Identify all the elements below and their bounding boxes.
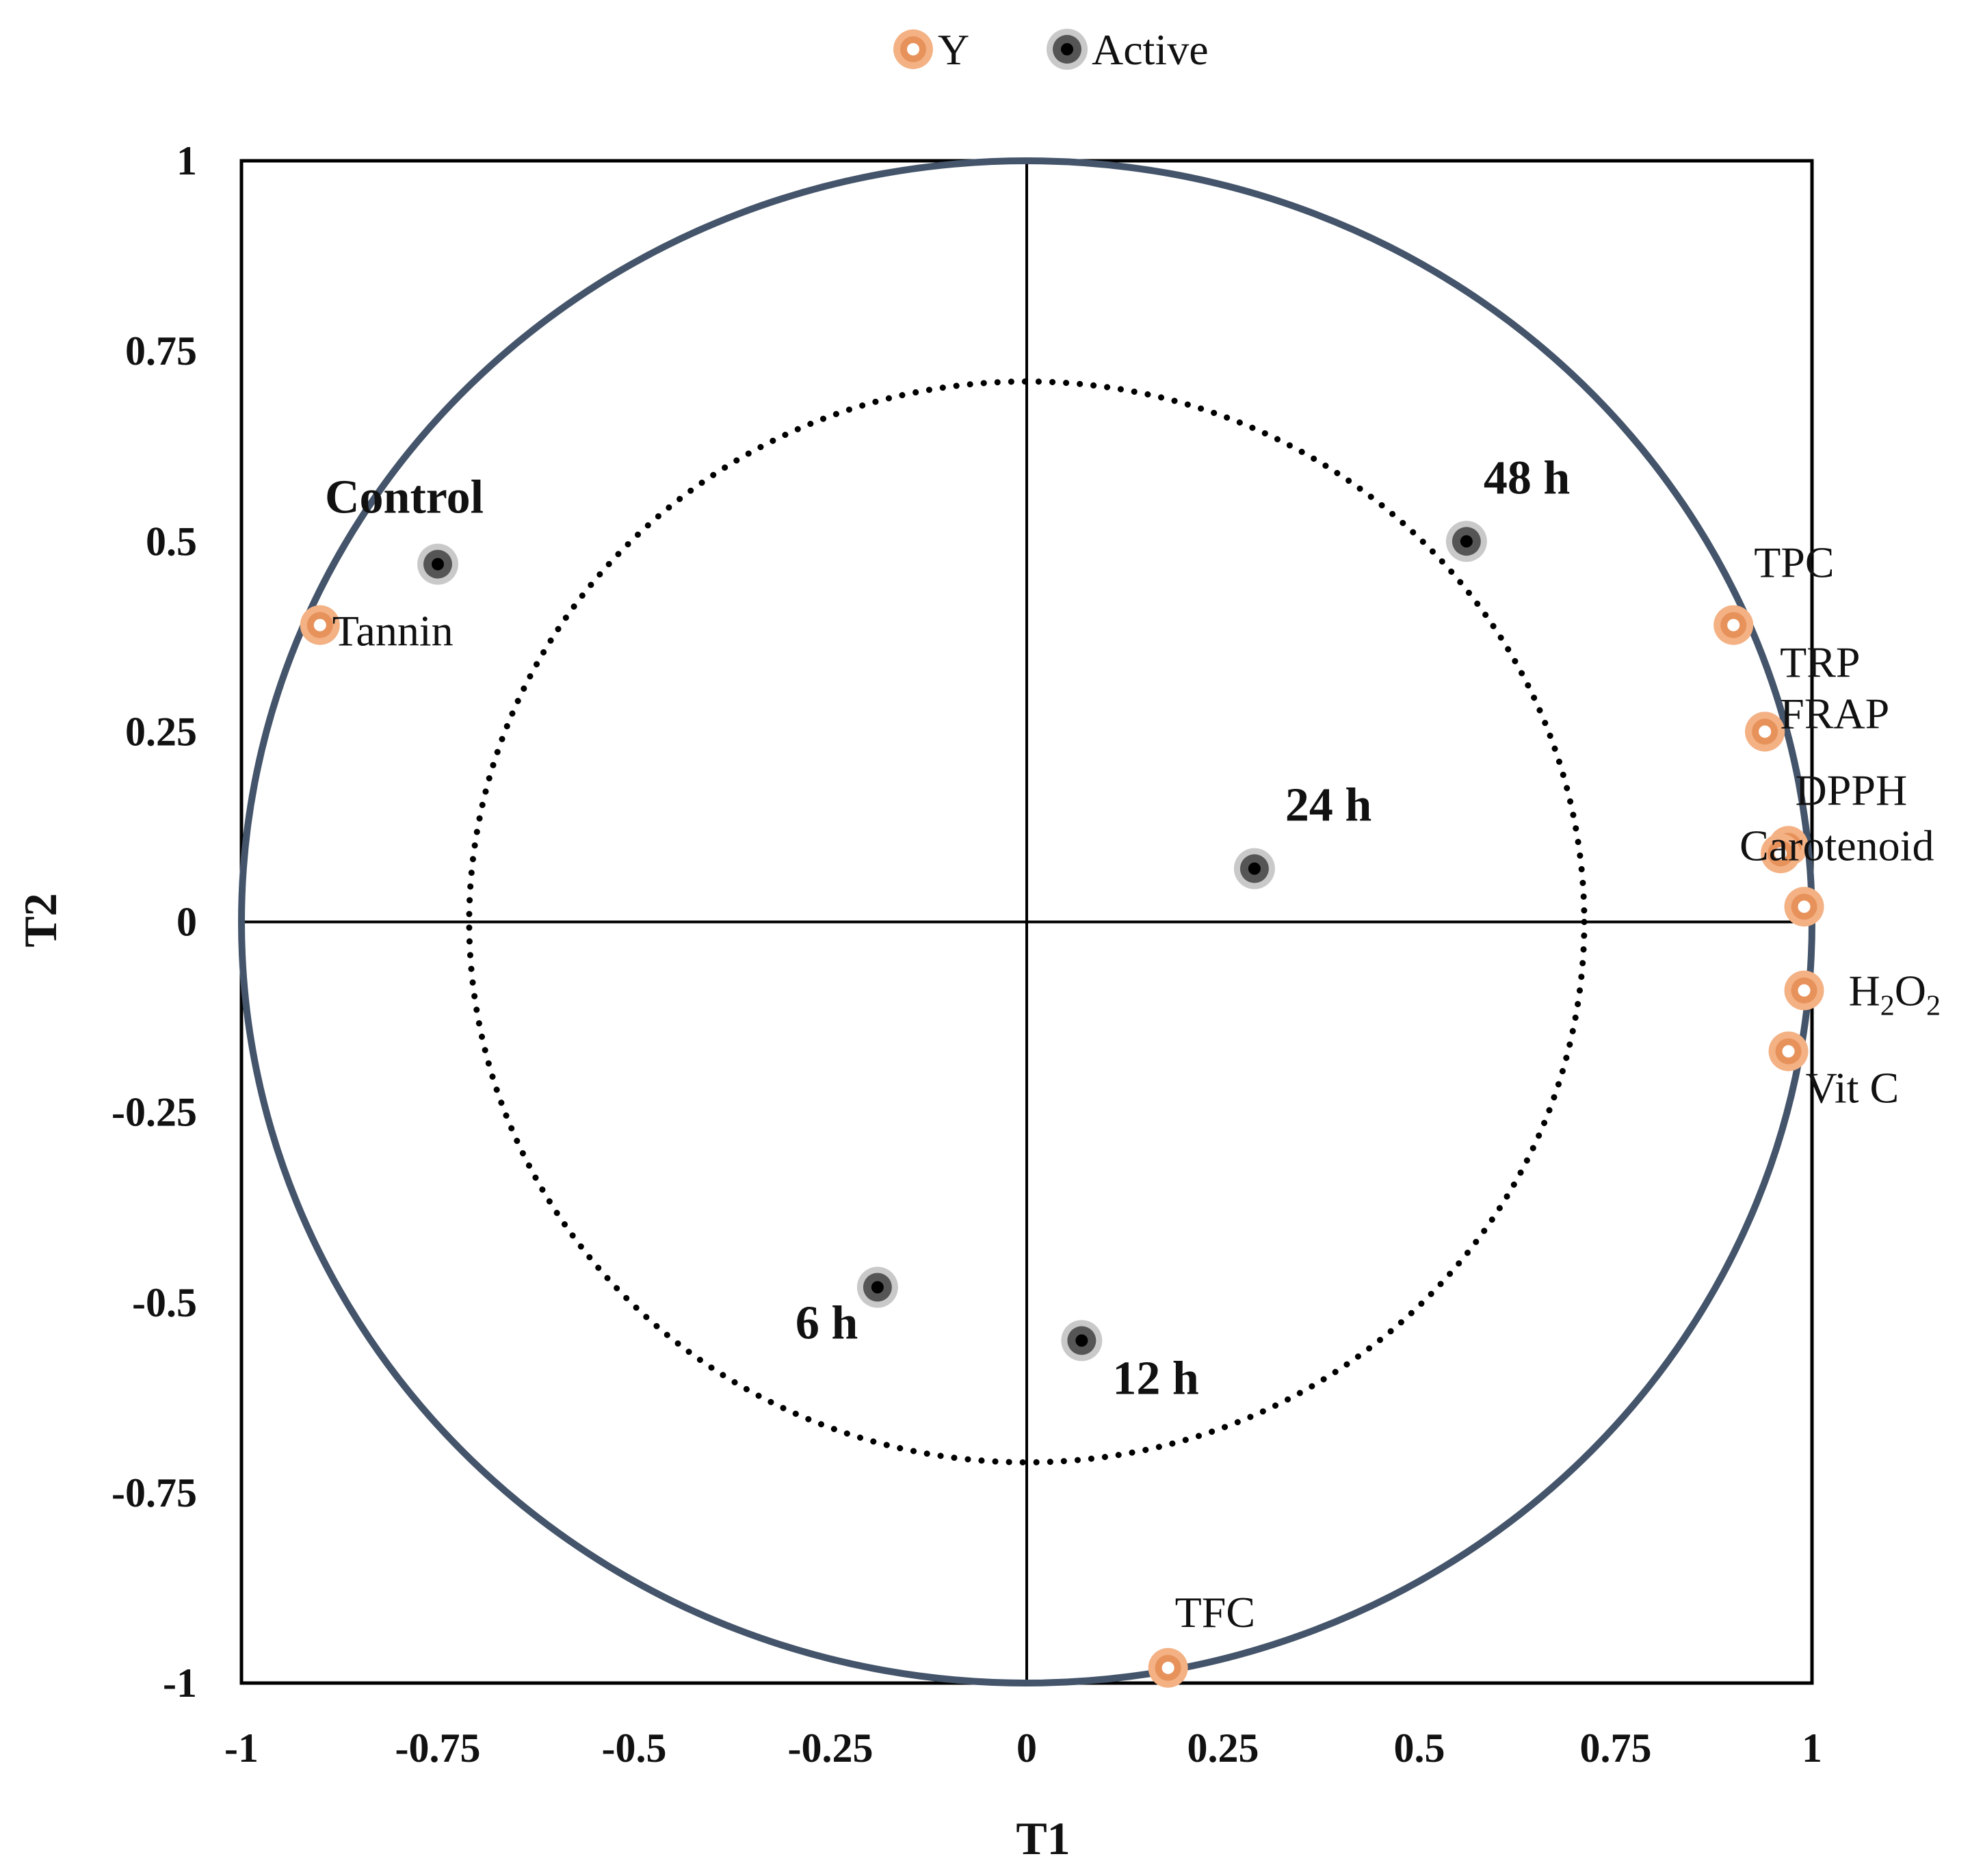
x-tick-label: -1 [224, 1725, 259, 1771]
inner-dotted-circle [466, 378, 1588, 1465]
x-tick-label: -0.75 [395, 1725, 481, 1771]
y-point-label: Carotenoid [1739, 821, 1934, 870]
active-point-label: Control [325, 471, 484, 524]
active-observation-point [1061, 1320, 1103, 1362]
active-observation-point [1233, 848, 1275, 889]
x-axis-title: T1 [1016, 1812, 1070, 1864]
y-tick-label: 0.75 [125, 328, 197, 374]
y-variable-point [1745, 712, 1785, 752]
y-variable-point [1784, 970, 1824, 1011]
x-tick-label: -0.5 [602, 1725, 667, 1771]
x-axis-tick-labels: -1 -0.75 -0.5 -0.25 0 0.25 0.5 0.75 1 [224, 1725, 1822, 1771]
axis-zero-lines [241, 161, 1812, 1683]
y-point-label: H2O2 [1849, 967, 1941, 1022]
active-observation-point [417, 543, 458, 585]
y-point-label: DPPH [1796, 766, 1908, 814]
active-observation-point [1445, 521, 1487, 562]
y-tick-label: -1 [163, 1660, 197, 1706]
active-point-label: 48 h [1484, 452, 1570, 504]
y-point-label: Tannin [332, 607, 454, 655]
legend-active-marker [1047, 29, 1088, 70]
legend-active-label: Active [1092, 25, 1209, 74]
x-tick-label: 0.75 [1580, 1725, 1652, 1771]
x-tick-label: 0 [1016, 1725, 1037, 1771]
legend-y-marker [893, 29, 933, 69]
y-point-label: TFC [1175, 1588, 1255, 1637]
active-point-label: 24 h [1285, 779, 1371, 832]
y-point-label: FRAP [1780, 689, 1889, 738]
y-variable-point [1148, 1647, 1188, 1688]
y-axis-title: T2 [14, 893, 66, 947]
y-variable-point [1784, 887, 1824, 927]
active-point-label: 6 h [796, 1297, 858, 1350]
active-observation-point [856, 1266, 898, 1308]
y-variable-point [1768, 1031, 1809, 1071]
legend-y-label: Y [938, 25, 969, 74]
y-axis-tick-labels: 1 0.75 0.5 0.25 0 -0.25 -0.5 -0.75 -1 [111, 138, 197, 1706]
y-tick-label: -0.5 [132, 1280, 197, 1325]
y-variable-point [1761, 833, 1801, 874]
active-point-label: 12 h [1112, 1352, 1198, 1405]
y-point-label: Vit C [1806, 1064, 1900, 1112]
y-tick-label: 0 [176, 900, 197, 945]
y-point-label: TPC [1754, 538, 1834, 587]
x-tick-label: 0.25 [1187, 1725, 1259, 1771]
y-tick-label: 0.5 [146, 519, 197, 564]
y-tick-label: -0.75 [111, 1470, 197, 1515]
y-tick-label: 0.25 [125, 709, 197, 754]
x-tick-label: 0.5 [1394, 1725, 1445, 1771]
y-variable-point [1713, 605, 1754, 645]
y-point-label: TRP [1780, 638, 1860, 686]
y-tick-label: -0.25 [111, 1090, 197, 1135]
y-variable-point [300, 605, 340, 645]
x-tick-label: -0.25 [788, 1725, 874, 1771]
x-tick-label: 1 [1802, 1725, 1822, 1771]
y-tick-label: 1 [176, 138, 197, 183]
legend: Y Active [893, 25, 1209, 74]
